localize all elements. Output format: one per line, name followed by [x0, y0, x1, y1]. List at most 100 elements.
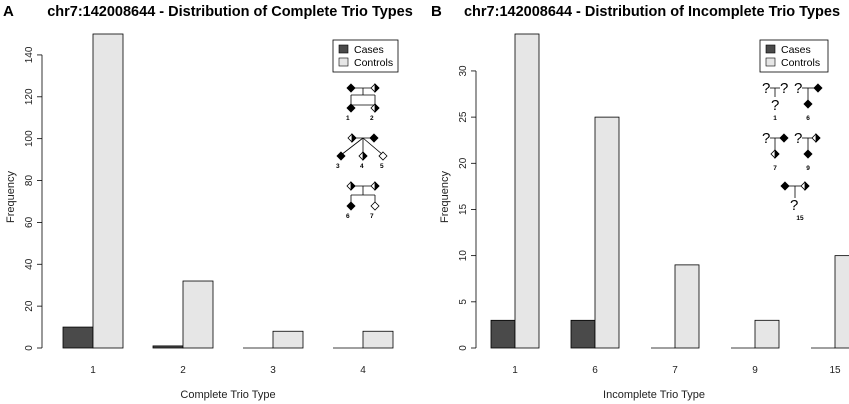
pedigree-label: 2: [370, 115, 374, 122]
bar-controls-1: [514, 33, 540, 349]
y-tick-label: 100: [24, 130, 35, 147]
pedigree-label: 7: [773, 165, 777, 172]
pedigree-label: 6: [806, 115, 810, 122]
pedigree-symbol: [803, 99, 813, 109]
chart-title-a: chr7:142008644 - Distribution of Complet…: [47, 4, 413, 20]
y-tick-label: 0: [24, 345, 35, 351]
pedigree-labels-a: 1 2 3 4 5 6 7: [336, 115, 384, 220]
panel-letter-b: B: [431, 3, 442, 20]
chart-panel-b: B chr7:142008644 - Distribution of Incom…: [431, 3, 849, 401]
y-tick-label: 80: [24, 175, 35, 187]
pedigree-labels-b: 1 6 7 9 15: [773, 115, 810, 222]
pedigree-label: 3: [336, 163, 340, 170]
y-tick-label: 60: [24, 216, 35, 228]
pedigree-unknown-mark: ?: [771, 97, 779, 114]
panel-letter-a: A: [3, 3, 14, 20]
legend-label-cases-a: Cases: [354, 44, 384, 56]
legend-swatch-controls-b: [765, 57, 776, 67]
legend-label-controls-a: Controls: [354, 57, 393, 69]
pedigree-symbol: [346, 103, 356, 113]
pedigree-unknown-mark: ?: [762, 130, 770, 147]
x-axis-label-b: Incomplete Trio Type: [603, 389, 705, 401]
x-tick-label: 15: [829, 365, 841, 376]
y-tick-label: 30: [458, 65, 469, 77]
x-tick-labels-a: 1 2 3 4: [90, 365, 366, 376]
y-tick-label: 10: [458, 250, 469, 262]
bar-cases-6: [570, 319, 596, 349]
legend-label-cases-b: Cases: [781, 44, 811, 56]
bars-b: [490, 33, 849, 349]
y-tick-label: 140: [24, 46, 35, 63]
x-tick-label: 4: [360, 365, 366, 376]
y-tick-label: 5: [458, 299, 469, 305]
pedigree-unknown-mark: ?: [790, 197, 798, 214]
y-tick-label: 25: [458, 111, 469, 123]
pedigree-symbol: [779, 133, 789, 143]
pedigree-label: 7: [370, 213, 374, 220]
bar-controls-15: [834, 255, 849, 349]
x-tick-label: 6: [592, 365, 598, 376]
bar-controls-7: [674, 264, 700, 349]
legend-swatch-cases-a: [338, 44, 349, 54]
x-tick-labels-b: 1 6 7 9 15: [512, 365, 841, 376]
pedigree-symbol: [346, 201, 356, 211]
bar-cases-2: [152, 345, 184, 349]
pedigree-unknown-mark: ?: [794, 130, 802, 147]
bar-controls-6: [594, 116, 620, 349]
pedigree-symbol: [336, 151, 346, 161]
x-tick-label: 1: [512, 365, 518, 376]
pedigree-symbol: [378, 151, 388, 161]
pedigree-symbol: [803, 149, 813, 159]
bar-controls-1: [92, 33, 124, 349]
y-axis-b: 0 5 10 15 20 25 30: [458, 65, 477, 351]
x-tick-label: 9: [752, 365, 758, 376]
legend-label-controls-b: Controls: [781, 57, 820, 69]
pedigree-symbol: [346, 83, 356, 93]
bar-controls-4: [362, 330, 394, 349]
y-axis-label-a: Frequency: [5, 171, 17, 223]
pedigree-unknown-mark: ?: [794, 80, 802, 97]
legend-swatch-controls-a: [338, 57, 349, 67]
bar-cases-1: [490, 319, 516, 349]
y-tick-label: 40: [24, 258, 35, 270]
x-axis-label-a: Complete Trio Type: [180, 389, 275, 401]
x-tick-label: 7: [672, 365, 678, 376]
pedigree-diagrams-b: [770, 83, 823, 198]
pedigree-diagrams-a: [336, 83, 388, 211]
chart-panel-a: A chr7:142008644 - Distribution of Compl…: [3, 3, 413, 401]
pedigree-label: 1: [346, 115, 350, 122]
pedigree-label: 9: [806, 165, 810, 172]
bar-cases-1: [62, 326, 94, 349]
pedigree-label: 6: [346, 213, 350, 220]
y-tick-label: 20: [24, 300, 35, 312]
y-tick-label: 0: [458, 345, 469, 351]
legend-b: Cases Controls: [759, 39, 829, 73]
chart-title-b: chr7:142008644 - Distribution of Incompl…: [464, 4, 840, 20]
legend-swatch-cases-b: [765, 44, 776, 54]
pedigree-unknown-mark: ?: [780, 80, 788, 97]
bars-a: [62, 33, 394, 349]
bar-controls-2: [182, 280, 214, 349]
pedigree-label: 5: [380, 163, 384, 170]
pedigree-symbol: [780, 181, 790, 191]
pedigree-unknown-mark: ?: [762, 80, 770, 97]
x-tick-label: 2: [180, 365, 186, 376]
y-tick-label: 15: [458, 203, 469, 215]
pedigree-unknown-marks-b: ? ? ? ? ? ? ?: [762, 80, 802, 214]
pedigree-symbol: [370, 201, 380, 211]
y-axis-a: 0 20 40 60 80 100 120 140: [24, 46, 43, 351]
pedigree-symbol: [369, 133, 379, 143]
bar-controls-9: [754, 319, 780, 349]
x-tick-label: 1: [90, 365, 96, 376]
y-tick-label: 20: [458, 157, 469, 169]
x-tick-label: 3: [270, 365, 276, 376]
y-axis-label-b: Frequency: [439, 171, 451, 223]
pedigree-label: 1: [773, 115, 777, 122]
bar-controls-3: [272, 330, 304, 349]
legend-a: Cases Controls: [332, 39, 399, 73]
pedigree-label: 4: [360, 163, 364, 170]
pedigree-label: 15: [796, 215, 804, 222]
y-tick-label: 120: [24, 88, 35, 105]
pedigree-symbol: [813, 83, 823, 93]
